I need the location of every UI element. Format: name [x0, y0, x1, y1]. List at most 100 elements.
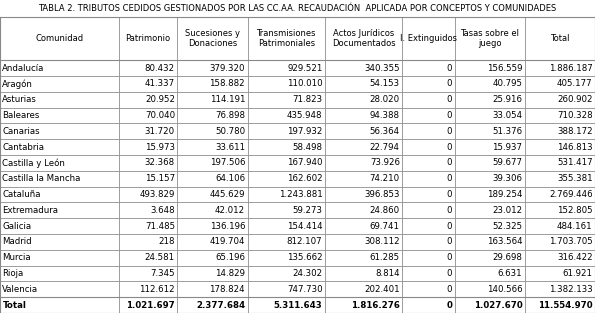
Text: 178.824: 178.824	[209, 285, 245, 294]
Text: 31.720: 31.720	[145, 127, 175, 136]
Bar	[455, 234, 525, 250]
Bar	[119, 123, 177, 139]
Bar	[455, 108, 525, 123]
Bar	[455, 123, 525, 139]
Text: 189.254: 189.254	[487, 190, 522, 199]
Bar	[402, 234, 455, 250]
Bar	[248, 187, 325, 203]
Bar	[325, 297, 402, 313]
Text: Baleares: Baleares	[2, 111, 40, 120]
Bar	[325, 250, 402, 266]
Text: 54.153: 54.153	[369, 79, 400, 88]
Text: Castilla y León: Castilla y León	[2, 158, 65, 167]
Bar	[0, 123, 119, 139]
Text: 1.886.187: 1.886.187	[549, 64, 593, 73]
Text: 8.814: 8.814	[375, 269, 400, 278]
Bar	[525, 139, 595, 155]
Text: 29.698: 29.698	[493, 253, 522, 262]
Text: 0: 0	[447, 158, 452, 167]
Text: Sucesiones y
Donaciones: Sucesiones y Donaciones	[185, 29, 240, 49]
Bar	[248, 92, 325, 108]
Text: 154.414: 154.414	[287, 222, 322, 231]
Text: 24.302: 24.302	[292, 269, 322, 278]
Bar	[525, 92, 595, 108]
Bar	[325, 187, 402, 203]
Bar	[525, 187, 595, 203]
Text: 1.703.705: 1.703.705	[549, 237, 593, 246]
Text: 1.816.276: 1.816.276	[351, 300, 400, 310]
Text: Rioja: Rioja	[2, 269, 24, 278]
Text: Asturias: Asturias	[2, 95, 37, 104]
Text: 135.662: 135.662	[287, 253, 322, 262]
Bar	[119, 171, 177, 187]
Bar	[177, 123, 248, 139]
Text: 0: 0	[447, 253, 452, 262]
Bar	[525, 250, 595, 266]
Bar	[402, 123, 455, 139]
Text: 61.285: 61.285	[369, 253, 400, 262]
Bar	[525, 123, 595, 139]
Text: 146.813: 146.813	[557, 142, 593, 151]
Bar	[119, 234, 177, 250]
Text: Patrimonio: Patrimonio	[126, 34, 171, 43]
Text: 69.741: 69.741	[370, 222, 400, 231]
Text: 39.306: 39.306	[493, 174, 522, 183]
Bar	[248, 123, 325, 139]
Text: Tasas sobre el
juego: Tasas sobre el juego	[460, 29, 519, 49]
Text: 1.027.670: 1.027.670	[474, 300, 522, 310]
Bar	[455, 139, 525, 155]
Bar	[119, 76, 177, 92]
Text: 58.498: 58.498	[293, 142, 322, 151]
Text: 28.020: 28.020	[369, 95, 400, 104]
Text: 396.853: 396.853	[364, 190, 400, 199]
Text: Murcia: Murcia	[2, 253, 31, 262]
Text: 163.564: 163.564	[487, 237, 522, 246]
Bar	[119, 218, 177, 234]
Bar	[248, 171, 325, 187]
Bar	[0, 171, 119, 187]
Text: 42.012: 42.012	[215, 206, 245, 215]
Bar	[248, 76, 325, 92]
Text: Total: Total	[550, 34, 569, 43]
Bar	[177, 171, 248, 187]
Bar	[325, 76, 402, 92]
Text: 76.898: 76.898	[215, 111, 245, 120]
Bar	[325, 123, 402, 139]
Text: 114.191: 114.191	[209, 95, 245, 104]
Bar	[402, 171, 455, 187]
Bar	[325, 108, 402, 123]
Bar	[325, 17, 402, 60]
Text: 316.422: 316.422	[557, 253, 593, 262]
Bar	[0, 266, 119, 281]
Bar	[525, 297, 595, 313]
Bar	[402, 92, 455, 108]
Text: 167.940: 167.940	[287, 158, 322, 167]
Bar	[455, 76, 525, 92]
Text: 484.161: 484.161	[557, 222, 593, 231]
Bar	[119, 139, 177, 155]
Bar	[455, 92, 525, 108]
Text: 94.388: 94.388	[370, 111, 400, 120]
Text: 388.172: 388.172	[557, 127, 593, 136]
Text: 379.320: 379.320	[209, 64, 245, 73]
Text: 0: 0	[447, 222, 452, 231]
Bar	[402, 250, 455, 266]
Text: 152.805: 152.805	[557, 206, 593, 215]
Text: 0: 0	[447, 237, 452, 246]
Text: 112.612: 112.612	[139, 285, 175, 294]
Text: 2.377.684: 2.377.684	[196, 300, 245, 310]
Bar	[455, 218, 525, 234]
Bar	[119, 92, 177, 108]
Bar	[0, 92, 119, 108]
Bar	[0, 218, 119, 234]
Bar	[177, 60, 248, 76]
Bar	[525, 234, 595, 250]
Bar	[119, 266, 177, 281]
Bar	[177, 187, 248, 203]
Bar	[402, 17, 455, 60]
Text: 22.794: 22.794	[370, 142, 400, 151]
Bar	[455, 171, 525, 187]
Text: Madrid: Madrid	[2, 237, 32, 246]
Bar	[525, 281, 595, 297]
Bar	[248, 155, 325, 171]
